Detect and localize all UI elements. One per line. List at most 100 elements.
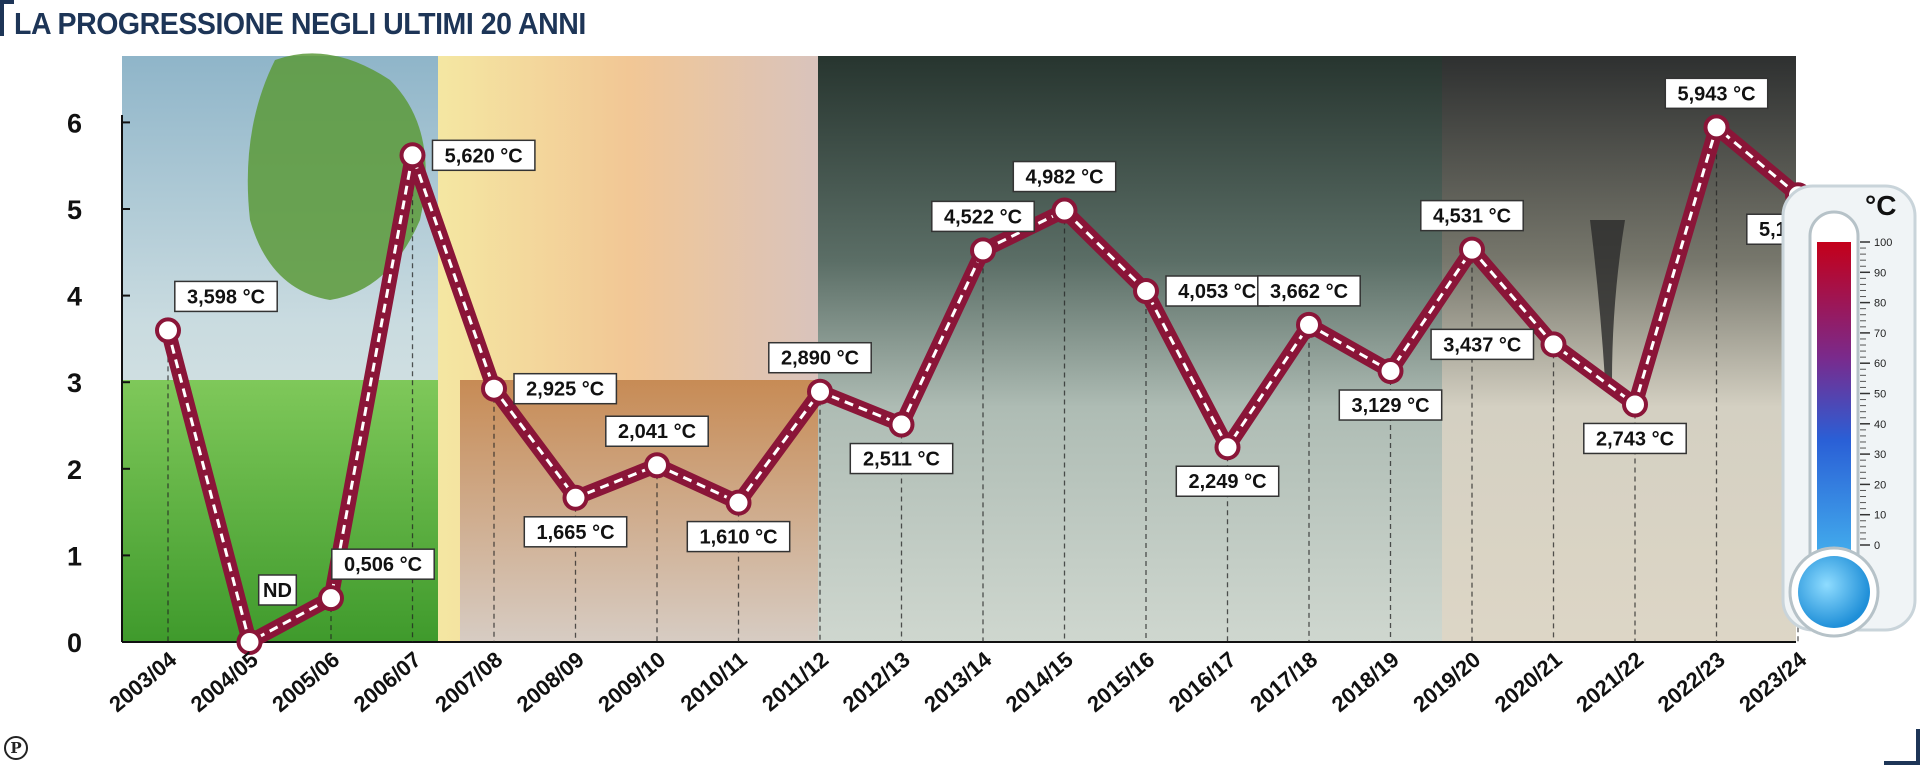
- x-tick-label: 2021/22: [1571, 647, 1648, 717]
- data-label-text: 4,522 °C: [944, 206, 1022, 228]
- thermometer-scale-label: 50: [1874, 389, 1886, 401]
- x-tick-label: 2018/19: [1327, 647, 1404, 717]
- data-label-text: 4,531 °C: [1433, 206, 1511, 228]
- data-label-box: [931, 200, 1035, 233]
- x-tick-label: 2023/24: [1734, 646, 1812, 717]
- x-tick-label: 2007/08: [430, 647, 507, 717]
- data-point: [970, 237, 996, 264]
- data-label-text: 0,506 °C: [344, 554, 422, 576]
- y-tick-label: 3: [67, 368, 82, 398]
- data-label-box: [513, 372, 618, 405]
- data-label: 4,531 °C: [1420, 199, 1524, 232]
- data-label: 4,522 °C: [931, 200, 1035, 233]
- series-line-dash: [166, 125, 1799, 644]
- data-label: 2,743 °C: [1583, 422, 1687, 455]
- data-point: [1133, 278, 1159, 305]
- data-label-text: 2,249 °C: [1188, 471, 1266, 493]
- data-point: [1622, 391, 1648, 418]
- y-tick-label: 6: [67, 108, 82, 138]
- x-tick-label: 2013/14: [919, 646, 997, 717]
- thermometer-scale-label: 30: [1874, 449, 1886, 461]
- data-label-text: 2,743 °C: [1596, 428, 1674, 450]
- data-label: 2,925 °C: [513, 372, 618, 405]
- data-label-text: 2,890 °C: [781, 348, 859, 370]
- data-label-box: [174, 280, 278, 313]
- data-label: 5,943 °C: [1664, 77, 1769, 110]
- data-label-text: 3,129 °C: [1351, 395, 1429, 417]
- data-point: [1214, 434, 1241, 461]
- data-label-box: [257, 574, 298, 606]
- data-label-text: 2,511 °C: [863, 449, 940, 471]
- data-label-box: [431, 139, 536, 172]
- data-label: 3,129 °C: [1338, 389, 1443, 421]
- x-tick-label: 2020/21: [1490, 647, 1567, 717]
- thermometer-scale-label: 90: [1874, 267, 1886, 279]
- thermometer-scale-label: 60: [1874, 358, 1886, 370]
- data-label-text: 1,610 °C: [699, 527, 777, 549]
- x-tick-label: 2010/11: [676, 647, 752, 716]
- y-tick-label: 0: [67, 628, 82, 658]
- x-tick-label: 2022/23: [1653, 647, 1730, 717]
- data-label: 4,982 °C: [1012, 160, 1117, 193]
- data-point: [725, 489, 752, 516]
- data-label-box: [1257, 275, 1361, 307]
- x-tick-label: 2006/07: [349, 647, 426, 717]
- data-label-box: [331, 548, 435, 580]
- data-label-box: [1583, 422, 1687, 455]
- data-point: [1703, 114, 1730, 141]
- data-point: [155, 317, 181, 344]
- data-point: [236, 629, 263, 655]
- data-label: 2,511 °C: [849, 442, 954, 475]
- x-tick-label: 2009/10: [593, 647, 670, 717]
- x-tick-label: 2017/18: [1245, 647, 1322, 717]
- x-tick-label: 2012/13: [838, 647, 915, 717]
- thermometer-scale-label: 100: [1874, 237, 1892, 249]
- data-point: [1296, 311, 1322, 338]
- data-label: 1,665 °C: [523, 516, 628, 548]
- x-tick-label: 2008/09: [512, 647, 589, 717]
- y-tick-label: 2: [67, 455, 82, 485]
- data-label: 1,610 °C: [686, 520, 791, 553]
- y-tick-label: 1: [67, 541, 82, 571]
- x-tick-label: 2016/17: [1164, 647, 1241, 717]
- data-point: [644, 452, 670, 479]
- y-tick-label: 4: [67, 282, 82, 312]
- data-label-text: 3,598 °C: [187, 286, 265, 308]
- data-label-text: 2,041 °C: [618, 421, 696, 443]
- thermometer-scale-label: 0: [1874, 540, 1880, 552]
- x-tick-label: 2003/04: [104, 646, 182, 717]
- data-point: [807, 378, 833, 405]
- x-tick-label: 2005/06: [267, 647, 344, 717]
- data-label-box: [849, 442, 954, 475]
- data-label-text: 5,943 °C: [1677, 83, 1755, 105]
- x-tick-label: 2004/05: [186, 647, 263, 717]
- data-label-text: 3,437 °C: [1443, 334, 1521, 356]
- x-tick-label: 2015/16: [1082, 647, 1159, 717]
- data-point: [399, 142, 426, 169]
- data-label-box: [523, 516, 628, 548]
- data-point: [1051, 197, 1078, 224]
- data-point: [1459, 236, 1485, 263]
- data-label: 2,890 °C: [768, 341, 872, 374]
- thermometer-scale-label: 40: [1874, 419, 1886, 431]
- data-label-text: 3,662 °C: [1270, 281, 1348, 303]
- data-label-box: [686, 520, 791, 553]
- data-label: 3,662 °C: [1257, 275, 1361, 307]
- data-label-box: [605, 415, 709, 447]
- data-label-box: [1165, 275, 1270, 307]
- data-label-box: [1012, 160, 1117, 193]
- data-label: 2,249 °C: [1175, 465, 1280, 497]
- data-label: 0,506 °C: [331, 548, 435, 580]
- data-label: 3,437 °C: [1430, 328, 1535, 361]
- data-label-text: 2,925 °C: [526, 379, 604, 401]
- data-label: 3,598 °C: [174, 280, 278, 313]
- data-label-text: 4,982 °C: [1025, 167, 1103, 189]
- data-point: [318, 585, 344, 612]
- data-label: 5,620 °C: [431, 139, 536, 172]
- data-label-text: 4,053 °C: [1178, 281, 1256, 303]
- data-point: [1377, 358, 1404, 385]
- data-point: [1540, 331, 1567, 358]
- thermometer-scale-label: 10: [1874, 510, 1886, 522]
- publisher-logo-icon: P: [4, 736, 28, 760]
